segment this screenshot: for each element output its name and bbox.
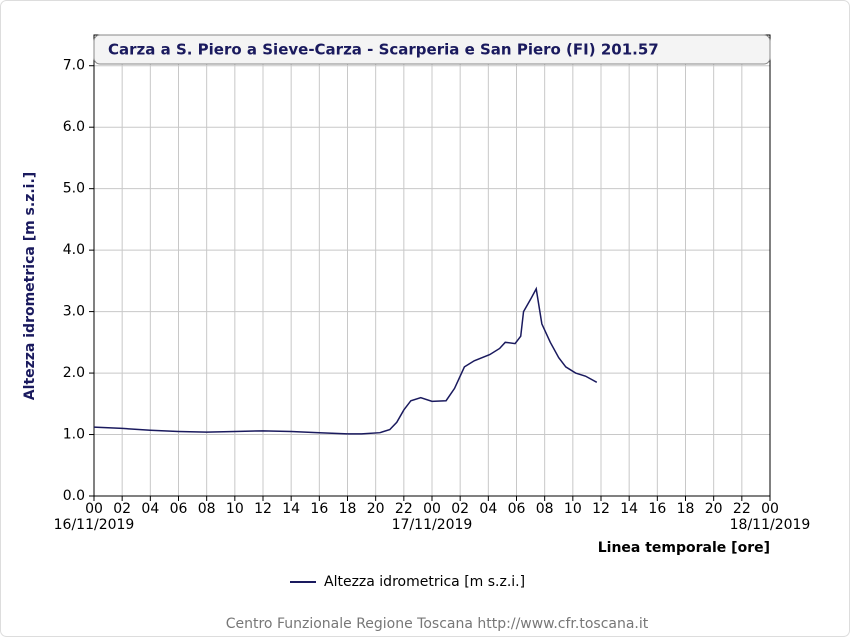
y-axis-label: Altezza idrometrica [m s.z.i.] [22, 172, 38, 400]
x-tick-label: 08 [198, 501, 216, 517]
x-tick-label: 04 [479, 501, 497, 517]
y-tick-label: 0.0 [63, 488, 85, 504]
x-tick-label: 06 [170, 501, 188, 517]
x-tick-label: 10 [564, 501, 582, 517]
legend-label: Altezza idrometrica [m s.z.i.] [324, 574, 525, 590]
x-tick-label: 20 [705, 501, 723, 517]
y-tick-label: 4.0 [63, 242, 85, 258]
date-label: 16/11/2019 [54, 517, 135, 533]
x-tick-label: 04 [141, 501, 159, 517]
y-tick-label: 6.0 [63, 119, 85, 135]
x-tick-label: 08 [536, 501, 554, 517]
x-tick-label: 00 [85, 501, 103, 517]
title-box [93, 34, 771, 65]
y-tick-label: 7.0 [63, 58, 85, 74]
data-line [93, 286, 598, 435]
x-tick-label: 16 [310, 501, 328, 517]
x-tick-label: 18 [677, 501, 695, 517]
x-tick-label: 10 [226, 501, 244, 517]
x-tick-label: 14 [282, 501, 300, 517]
chart-title: Carza a S. Piero a Sieve-Carza - Scarper… [108, 41, 659, 59]
x-tick-label: 18 [339, 501, 357, 517]
x-tick-label: 20 [367, 501, 385, 517]
x-tick-label: 02 [113, 501, 131, 517]
x-axis-label: Linea temporale [ore] [598, 540, 770, 556]
x-tick-label: 00 [761, 501, 779, 517]
y-tick-label: 1.0 [63, 427, 85, 443]
x-tick-label: 00 [423, 501, 441, 517]
x-tick-label: 02 [451, 501, 469, 517]
x-tick-label: 06 [508, 501, 526, 517]
y-tick-label: 3.0 [63, 304, 85, 320]
x-tick-label: 12 [254, 501, 272, 517]
x-tick-label: 12 [592, 501, 610, 517]
date-label: 18/11/2019 [730, 517, 811, 533]
date-label: 17/11/2019 [392, 517, 473, 533]
y-tick-label: 5.0 [63, 181, 85, 197]
y-tick-label: 2.0 [63, 365, 85, 381]
x-tick-label: 22 [733, 501, 751, 517]
x-tick-label: 14 [620, 501, 638, 517]
x-tick-label: 16 [648, 501, 666, 517]
footer: Centro Funzionale Regione Toscana http:/… [226, 616, 649, 632]
x-tick-label: 22 [395, 501, 413, 517]
